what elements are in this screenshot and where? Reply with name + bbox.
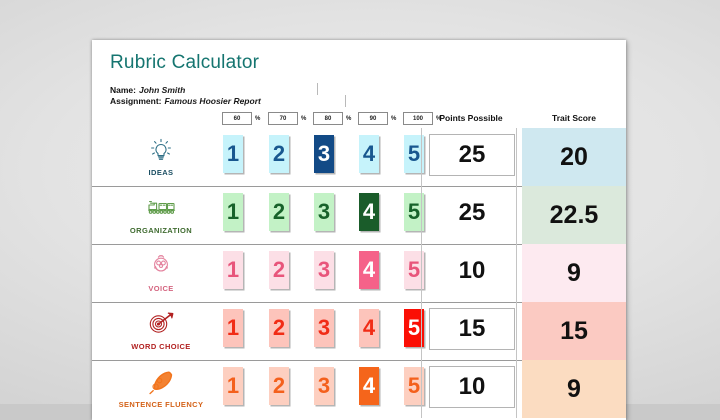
points-possible-value-5[interactable]: 10 [429, 366, 515, 408]
percent-threshold-cell-2: 70% [268, 112, 306, 125]
score-cell-4[interactable]: 4 [359, 309, 379, 347]
rubric-row-ideas: IDEAS 1 2 3 4 5 25 20 [92, 128, 626, 187]
column-divider-1 [421, 244, 422, 302]
rubric-calculator-document: Rubric Calculator Name: John Smith Assign… [92, 40, 626, 420]
score-cell-4[interactable]: 4 [359, 135, 379, 173]
score-cell-3[interactable]: 3 [314, 193, 334, 231]
assignment-label: Assignment: [110, 96, 162, 106]
score-cell-1[interactable]: 1 [223, 309, 243, 347]
points-possible-value-2[interactable]: 25 [429, 192, 515, 234]
percent-input-3[interactable]: 80 [313, 112, 343, 125]
score-cell-5-selected[interactable]: 5 [404, 309, 424, 347]
column-divider-2 [516, 128, 517, 186]
column-divider-2 [516, 360, 517, 418]
assignment-field-row: Assignment: Famous Hoosier Report [110, 96, 261, 106]
page-title: Rubric Calculator [110, 52, 260, 73]
column-divider-1 [421, 128, 422, 186]
points-possible-value-3[interactable]: 10 [429, 250, 515, 292]
percent-threshold-cell-5: 100% [403, 112, 441, 125]
score-cell-4-selected[interactable]: 4 [359, 193, 379, 231]
percent-input-2[interactable]: 70 [268, 112, 298, 125]
smiley-face-icon [146, 253, 176, 284]
rubric-row-voice: VOICE 1 2 3 4 5 10 9 [92, 244, 626, 303]
score-cell-2[interactable]: 2 [269, 309, 289, 347]
name-field-row: Name: John Smith [110, 85, 185, 95]
column-divider-2 [516, 302, 517, 360]
score-cell-2[interactable]: 2 [269, 251, 289, 289]
score-cell-4-selected[interactable]: 4 [359, 367, 379, 405]
percent-symbol-5: % [436, 115, 442, 122]
percent-input-4[interactable]: 90 [358, 112, 388, 125]
rubric-row-sentence-fluency: SENTENCE FLUENCY 1 2 3 4 5 10 9 [92, 360, 626, 418]
points-possible-value-1[interactable]: 25 [429, 134, 515, 176]
percent-symbol-2: % [301, 115, 307, 122]
assignment-value[interactable]: Famous Hoosier Report [164, 96, 261, 106]
score-cell-3[interactable]: 3 [314, 251, 334, 289]
column-divider-2 [516, 244, 517, 302]
column-header-trait-score: Trait Score [552, 113, 596, 123]
score-cell-5[interactable]: 5 [404, 193, 424, 231]
score-cell-5[interactable]: 5 [404, 251, 424, 289]
score-cell-3-selected[interactable]: 3 [314, 135, 334, 173]
trait-score-value-3: 9 [522, 244, 626, 302]
score-cell-3[interactable]: 3 [314, 367, 334, 405]
trait-score-value-4: 15 [522, 302, 626, 360]
trait-score-value-1: 20 [522, 128, 626, 186]
score-cell-1[interactable]: 1 [223, 193, 243, 231]
score-cell-3[interactable]: 3 [314, 309, 334, 347]
score-cell-2[interactable]: 2 [269, 193, 289, 231]
trait-score-value-2: 22.5 [522, 186, 626, 244]
score-cell-4-selected[interactable]: 4 [359, 251, 379, 289]
score-cell-5[interactable]: 5 [404, 135, 424, 173]
trait-label-4: WORD CHOICE [131, 342, 191, 352]
percent-symbol-3: % [346, 115, 352, 122]
percent-threshold-cell-4: 90% [358, 112, 396, 125]
text-caret-assignment [345, 95, 346, 107]
name-value[interactable]: John Smith [138, 85, 186, 95]
quill-pen-icon [146, 369, 176, 400]
column-header-points-possible: Points Possible [439, 113, 503, 123]
trait-identity-2: ORGANIZATION [114, 186, 208, 244]
name-label: Name: [110, 85, 136, 95]
column-divider-1 [421, 360, 422, 418]
percent-input-5[interactable]: 100 [403, 112, 433, 125]
trait-identity-5: SENTENCE FLUENCY [114, 360, 208, 418]
trait-identity-4: WORD CHOICE [114, 302, 208, 360]
trait-identity-3: VOICE [114, 244, 208, 302]
percent-symbol-4: % [391, 115, 397, 122]
column-divider-2 [516, 186, 517, 244]
points-possible-value-4[interactable]: 15 [429, 308, 515, 350]
score-cell-5[interactable]: 5 [404, 367, 424, 405]
score-cell-2[interactable]: 2 [269, 367, 289, 405]
target-arrow-icon [146, 311, 176, 342]
trait-label-5: SENTENCE FLUENCY [118, 400, 204, 410]
train-icon [146, 195, 176, 226]
percent-threshold-cell-3: 80% [313, 112, 351, 125]
rubric-row-word-choice: WORD CHOICE 1 2 3 4 5 15 15 [92, 302, 626, 361]
score-cell-2[interactable]: 2 [269, 135, 289, 173]
trait-label-3: VOICE [148, 284, 174, 294]
percent-threshold-cell-1: 60% [222, 112, 260, 125]
rubric-row-organization: ORGANIZATION 1 2 3 4 5 25 22.5 [92, 186, 626, 245]
trait-identity-1: IDEAS [114, 128, 208, 186]
trait-score-value-5: 9 [522, 360, 626, 418]
percent-input-1[interactable]: 60 [222, 112, 252, 125]
lightbulb-icon [146, 137, 176, 168]
column-divider-1 [421, 186, 422, 244]
trait-label-2: ORGANIZATION [129, 226, 193, 236]
column-divider-1 [421, 302, 422, 360]
score-cell-1[interactable]: 1 [223, 251, 243, 289]
trait-label-1: IDEAS [148, 168, 174, 178]
score-cell-1[interactable]: 1 [223, 367, 243, 405]
percent-symbol-1: % [255, 115, 261, 122]
text-caret-name [317, 83, 318, 95]
score-cell-1[interactable]: 1 [223, 135, 243, 173]
